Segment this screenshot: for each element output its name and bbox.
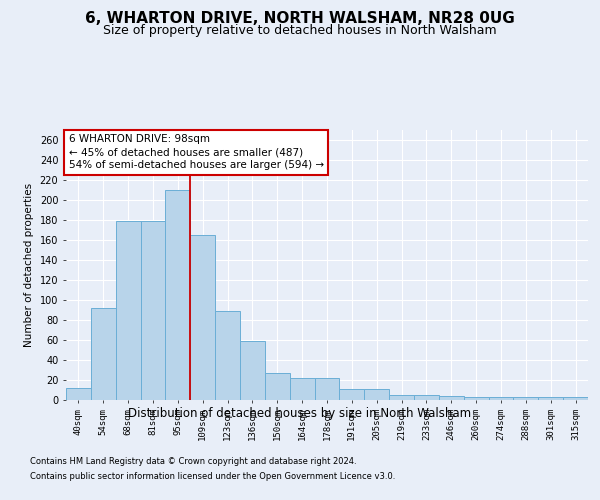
Text: Distribution of detached houses by size in North Walsham: Distribution of detached houses by size … xyxy=(128,408,472,420)
Text: Contains public sector information licensed under the Open Government Licence v3: Contains public sector information licen… xyxy=(30,472,395,481)
Bar xyxy=(215,311,240,400)
Bar xyxy=(414,395,439,400)
Text: Contains HM Land Registry data © Crown copyright and database right 2024.: Contains HM Land Registry data © Crown c… xyxy=(30,457,356,466)
Bar xyxy=(265,373,290,400)
Bar xyxy=(464,397,488,400)
Bar xyxy=(140,221,166,400)
Bar xyxy=(290,378,314,400)
Bar xyxy=(488,397,514,400)
Bar xyxy=(91,308,116,400)
Bar xyxy=(66,388,91,400)
Bar xyxy=(389,395,414,400)
Bar xyxy=(514,397,538,400)
Text: Size of property relative to detached houses in North Walsham: Size of property relative to detached ho… xyxy=(103,24,497,37)
Bar xyxy=(190,235,215,400)
Text: 6 WHARTON DRIVE: 98sqm
← 45% of detached houses are smaller (487)
54% of semi-de: 6 WHARTON DRIVE: 98sqm ← 45% of detached… xyxy=(68,134,324,170)
Bar xyxy=(240,341,265,400)
Bar xyxy=(439,396,464,400)
Bar xyxy=(538,397,563,400)
Y-axis label: Number of detached properties: Number of detached properties xyxy=(24,183,34,347)
Bar xyxy=(116,221,140,400)
Bar xyxy=(340,389,364,400)
Text: 6, WHARTON DRIVE, NORTH WALSHAM, NR28 0UG: 6, WHARTON DRIVE, NORTH WALSHAM, NR28 0U… xyxy=(85,11,515,26)
Bar xyxy=(364,389,389,400)
Bar xyxy=(563,397,588,400)
Bar xyxy=(314,378,340,400)
Bar xyxy=(166,190,190,400)
